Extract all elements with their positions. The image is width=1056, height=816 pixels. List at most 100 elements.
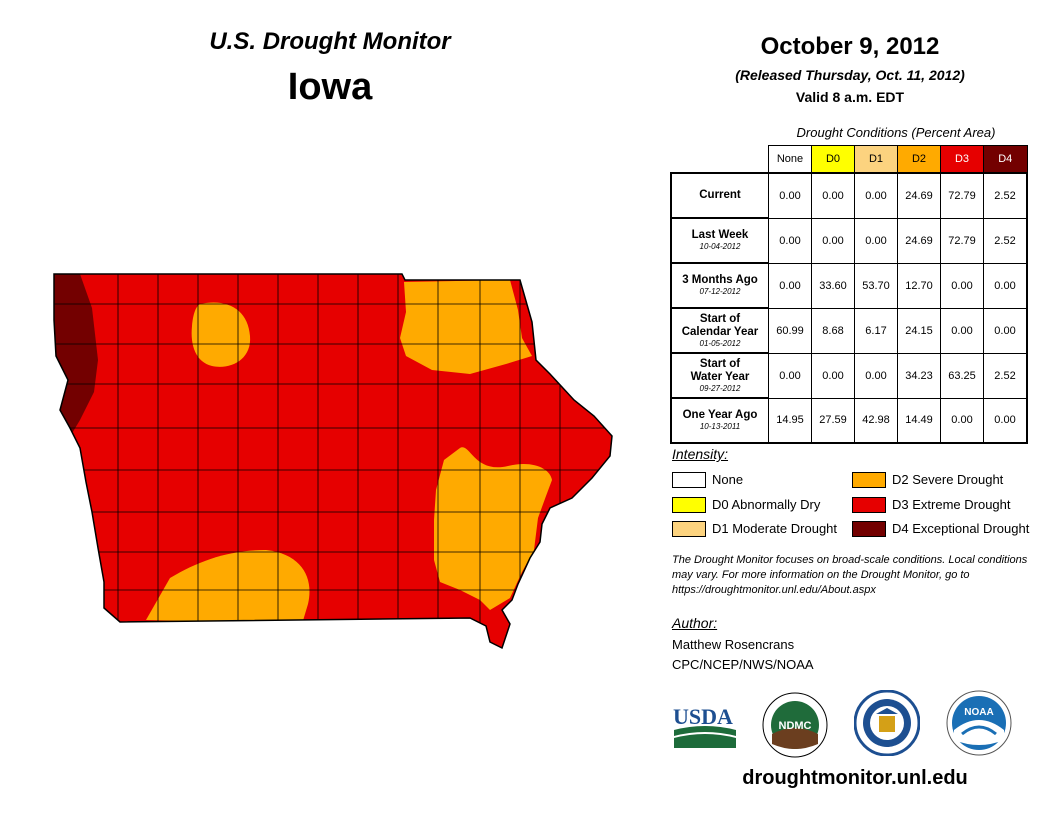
table-cell: 2.52 [983, 172, 1028, 219]
table-cell: 24.69 [897, 217, 941, 264]
legend-item: None [672, 471, 743, 489]
table-cell: 0.00 [854, 217, 898, 264]
map-date: October 9, 2012 [760, 33, 940, 60]
table-cell: 0.00 [983, 262, 1028, 309]
table-cell: 14.49 [897, 397, 941, 444]
d2-region-northeast [400, 280, 532, 374]
table-cell: 14.95 [768, 397, 812, 444]
column-header-d4: D4 [983, 145, 1028, 174]
table-cell: 0.00 [768, 352, 812, 399]
table-cell: 0.00 [940, 307, 984, 354]
table-corner [671, 146, 769, 174]
d2-region-east [434, 447, 552, 610]
author-name: Matthew Rosencrans [672, 637, 795, 652]
legend-label: D3 Extreme Drought [892, 497, 1011, 512]
disclaimer-note: The Drought Monitor focuses on broad-sca… [672, 554, 1028, 596]
row-date: 01-05-2012 [699, 338, 741, 348]
row-date: 09-27-2012 [699, 383, 741, 393]
table-cell: 72.79 [940, 172, 984, 219]
table-cell: 60.99 [768, 307, 812, 354]
table-cell: 24.15 [897, 307, 941, 354]
row-label-line: Water Year [690, 370, 750, 383]
legend-label: None [712, 472, 744, 487]
legend-label: D2 Severe Drought [892, 472, 1004, 487]
legend-label: D0 Abnormally Dry [712, 497, 821, 512]
intensity-title: Intensity: [672, 446, 729, 462]
table-row: Start of Calendar Year 01-05-2012 60.99 8.68… [670, 307, 1028, 354]
table-cell: 0.00 [811, 352, 855, 399]
table-caption: Drought Conditions (Percent Area) [796, 125, 996, 140]
legend-swatch [852, 520, 886, 537]
state-title: Iowa [287, 66, 373, 108]
table-cell: 2.52 [983, 352, 1028, 399]
d3-region [54, 274, 612, 648]
row-date: 10-13-2011 [699, 422, 741, 431]
table-cell: 0.00 [854, 352, 898, 399]
column-header-none: None [768, 145, 812, 174]
table-cell: 53.70 [854, 262, 898, 309]
legend-swatch [672, 471, 706, 488]
table-cell: 6.17 [854, 307, 898, 354]
monitor-title: U.S. Drought Monitor [209, 28, 451, 55]
d2-region-south [146, 550, 310, 624]
table-row: Current 0.00 0.00 0.00 24.69 72.79 2.52 [670, 172, 1028, 219]
usda-logo-text: USDA [673, 704, 733, 729]
noaa-logo-text: NOAA [964, 707, 993, 718]
table-cell: 0.00 [940, 397, 984, 444]
row-label: Last Week 10-04-2012 [670, 217, 769, 264]
table-cell: 8.68 [811, 307, 855, 354]
table-cell: 33.60 [811, 262, 855, 309]
iowa-drought-map [40, 260, 630, 665]
table-cell: 34.23 [897, 352, 941, 399]
row-label: Start of Water Year 09-27-2012 [670, 352, 769, 399]
row-label: Current [670, 172, 769, 219]
row-label-line: One Year Ago [682, 409, 758, 421]
table-cell: 0.00 [768, 172, 812, 219]
legend-label: D4 Exceptional Drought [892, 521, 1030, 536]
table-row: Start of Water Year 09-27-2012 0.00 0.00 0.00… [670, 352, 1028, 399]
d2-region-north-central [191, 302, 251, 367]
table-cell: 24.69 [897, 172, 941, 219]
table-cell: 2.52 [983, 217, 1028, 264]
author-label: Author: [672, 615, 718, 631]
row-label-line: Start of [699, 357, 741, 370]
table-cell: 27.59 [811, 397, 855, 444]
row-label-line: Current [699, 189, 741, 201]
row-label: Start of Calendar Year 01-05-2012 [670, 307, 769, 354]
legend-swatch [672, 520, 706, 537]
noaa-logo: NOAA [946, 690, 1012, 756]
table-cell: 12.70 [897, 262, 941, 309]
legend-item: D1 Moderate Drought [672, 520, 837, 538]
release-date: (Released Thursday, Oct. 11, 2012) [735, 67, 965, 83]
table-cell: 42.98 [854, 397, 898, 444]
table-cell: 72.79 [940, 217, 984, 264]
table-cell: 0.00 [854, 172, 898, 219]
table-cell: 0.00 [983, 307, 1028, 354]
column-header-d2: D2 [897, 145, 941, 174]
table-cell: 0.00 [811, 217, 855, 264]
legend-swatch [672, 496, 706, 513]
legend-item: D0 Abnormally Dry [672, 496, 820, 514]
table-cell: 63.25 [940, 352, 984, 399]
legend-item: D4 Exceptional Drought [852, 520, 1029, 538]
row-label: 3 Months Ago 07-12-2012 [670, 262, 769, 309]
ndmc-logo-text: NDMC [779, 720, 812, 732]
row-label-line: Start of [699, 312, 741, 325]
iowa-map-svg [53, 273, 613, 649]
drought-conditions-table: None D0 D1 D2 D3 D4 Current 0.00 0.00 0.00 24.69 7… [670, 145, 1028, 444]
row-label-line: Calendar Year [681, 325, 759, 338]
ndmc-logo: NDMC [762, 692, 828, 758]
table-cell: 0.00 [940, 262, 984, 309]
legend-swatch [852, 496, 886, 513]
table-row: 3 Months Ago 07-12-2012 0.00 33.60 53.70 12.7… [670, 262, 1028, 309]
author-org: CPC/NCEP/NWS/NOAA [672, 657, 814, 672]
legend-item: D3 Extreme Drought [852, 496, 1011, 514]
legend-label: D1 Moderate Drought [712, 521, 838, 536]
row-label-line: 3 Months Ago [682, 274, 758, 286]
valid-time: Valid 8 a.m. EDT [795, 89, 905, 105]
table-cell: 0.00 [768, 262, 812, 309]
table-row: One Year Ago 10-13-2011 14.95 27.59 42.98 14.… [670, 397, 1028, 444]
row-label: One Year Ago 10-13-2011 [670, 397, 769, 444]
website-url[interactable]: droughtmonitor.unl.edu [742, 767, 968, 789]
table-cell: 0.00 [768, 217, 812, 264]
